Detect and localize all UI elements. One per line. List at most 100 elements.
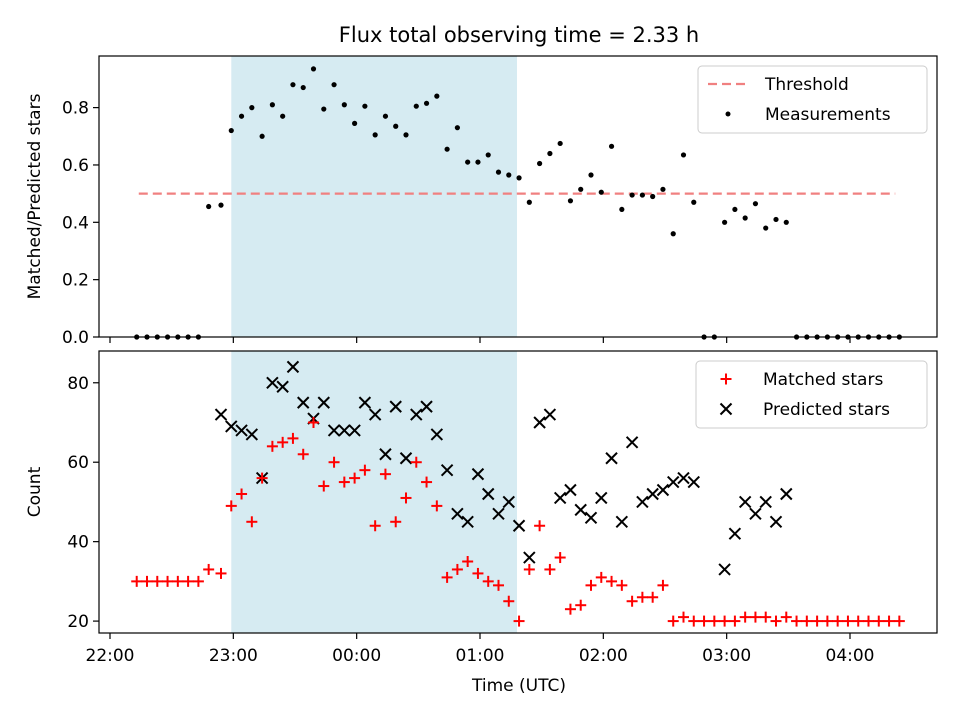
predicted-marker: [399, 452, 413, 465]
matched-marker: [564, 603, 576, 615]
predicted-marker: [687, 475, 700, 489]
measurement-point: [722, 219, 728, 225]
top-panel: 0.00.20.40.60.8 Matched/Predicted stars …: [25, 55, 938, 348]
matched-marker: [832, 615, 844, 627]
predicted-marker: [235, 424, 248, 437]
measurement-point: [259, 133, 265, 139]
matched-marker: [883, 615, 895, 627]
predicted-marker: [358, 396, 372, 409]
matched-marker: [256, 472, 268, 484]
matched-marker: [575, 599, 587, 611]
matched-marker: [421, 476, 433, 488]
matched-marker: [328, 456, 340, 468]
matched-marker: [749, 611, 761, 623]
y-tick-label: 40: [67, 533, 89, 553]
legend-measurement-swatch: [725, 111, 731, 117]
matched-marker: [647, 591, 659, 603]
predicted-marker: [502, 495, 515, 509]
matched-marker: [410, 456, 422, 468]
measurement-point: [310, 66, 317, 72]
matched-marker: [318, 480, 330, 492]
predicted-marker: [553, 491, 567, 505]
y-tick-label: 0.2: [62, 271, 89, 291]
measurement-point: [537, 160, 543, 167]
bottom-legend: Matched stars Predicted stars: [695, 360, 928, 429]
matched-marker: [801, 615, 813, 627]
matched-marker: [451, 563, 463, 575]
x-tick-label: 00:00: [332, 646, 381, 666]
measurement-point: [300, 84, 306, 91]
legend-predicted-swatch: [719, 402, 733, 416]
top-legend-box: [697, 65, 928, 134]
measurement-point: [670, 231, 676, 237]
matched-marker: [172, 575, 184, 587]
y-tick-label: 0.4: [62, 213, 89, 233]
measurement-point: [691, 199, 697, 205]
measurement-point: [557, 140, 563, 147]
matched-marker: [215, 567, 227, 579]
measurement-point: [495, 169, 502, 175]
matched-marker: [821, 615, 833, 627]
top-highlight-span: [231, 56, 517, 337]
matched-marker: [626, 595, 638, 607]
y-tick-label: 80: [67, 374, 89, 394]
predicted-marker: [512, 519, 526, 532]
measurement-point: [742, 215, 748, 221]
measurement-point: [341, 102, 347, 108]
matched-marker: [852, 615, 864, 627]
matched-marker: [182, 575, 194, 587]
matched-marker: [636, 591, 648, 603]
predicted-marker: [276, 380, 289, 393]
matched-marker: [277, 436, 289, 448]
matched-marker: [338, 476, 350, 488]
predicted-marker: [245, 428, 259, 441]
measurement-point: [763, 225, 769, 231]
bottom-y-axis-label: Count: [25, 466, 45, 517]
matched-marker: [513, 615, 525, 627]
matched-marker: [379, 468, 391, 480]
top-legend: Threshold Measurements: [697, 65, 928, 134]
y-tick-label: 0.6: [62, 156, 89, 176]
measurement-point: [413, 103, 419, 109]
predicted-marker: [584, 511, 598, 525]
measurement-point: [372, 132, 378, 138]
matched-marker: [400, 492, 412, 504]
matched-marker: [657, 579, 669, 591]
matched-marker: [297, 448, 309, 460]
predicted-marker: [368, 408, 382, 421]
measurement-point: [578, 186, 584, 192]
matched-marker: [585, 579, 597, 591]
measurement-point: [423, 100, 430, 106]
predicted-marker: [636, 495, 649, 509]
chart-title: Flux total observing time = 2.33 h: [339, 23, 699, 47]
measurement-point: [516, 175, 522, 181]
predicted-marker: [471, 467, 485, 481]
x-tick-label: 03:00: [702, 646, 751, 666]
x-tick-label: 01:00: [456, 646, 505, 666]
measurement-point: [567, 198, 574, 204]
matched-marker: [760, 611, 772, 623]
matched-marker: [131, 575, 143, 587]
measurement-point: [454, 125, 460, 131]
measurement-point: [773, 216, 779, 223]
predicted-marker: [225, 420, 238, 433]
predicted-marker: [266, 376, 279, 389]
predicted-marker: [348, 424, 361, 437]
measurement-point: [475, 159, 481, 165]
y-tick-label: 60: [67, 453, 89, 473]
predicted-marker: [214, 408, 228, 421]
matched-marker: [246, 516, 258, 528]
measurement-point: [629, 192, 635, 198]
predicted-marker: [769, 515, 783, 528]
matched-marker: [390, 516, 402, 528]
matched-marker: [554, 552, 566, 564]
measurement-point: [752, 201, 759, 207]
matched-marker: [493, 579, 504, 591]
measurement-point: [783, 219, 789, 225]
predicted-marker: [461, 515, 474, 528]
bottom-y-ticks: 20 40 60 80: [67, 374, 99, 632]
predicted-marker: [482, 487, 495, 501]
predicted-marker: [389, 400, 402, 413]
predicted-marker: [646, 487, 659, 501]
